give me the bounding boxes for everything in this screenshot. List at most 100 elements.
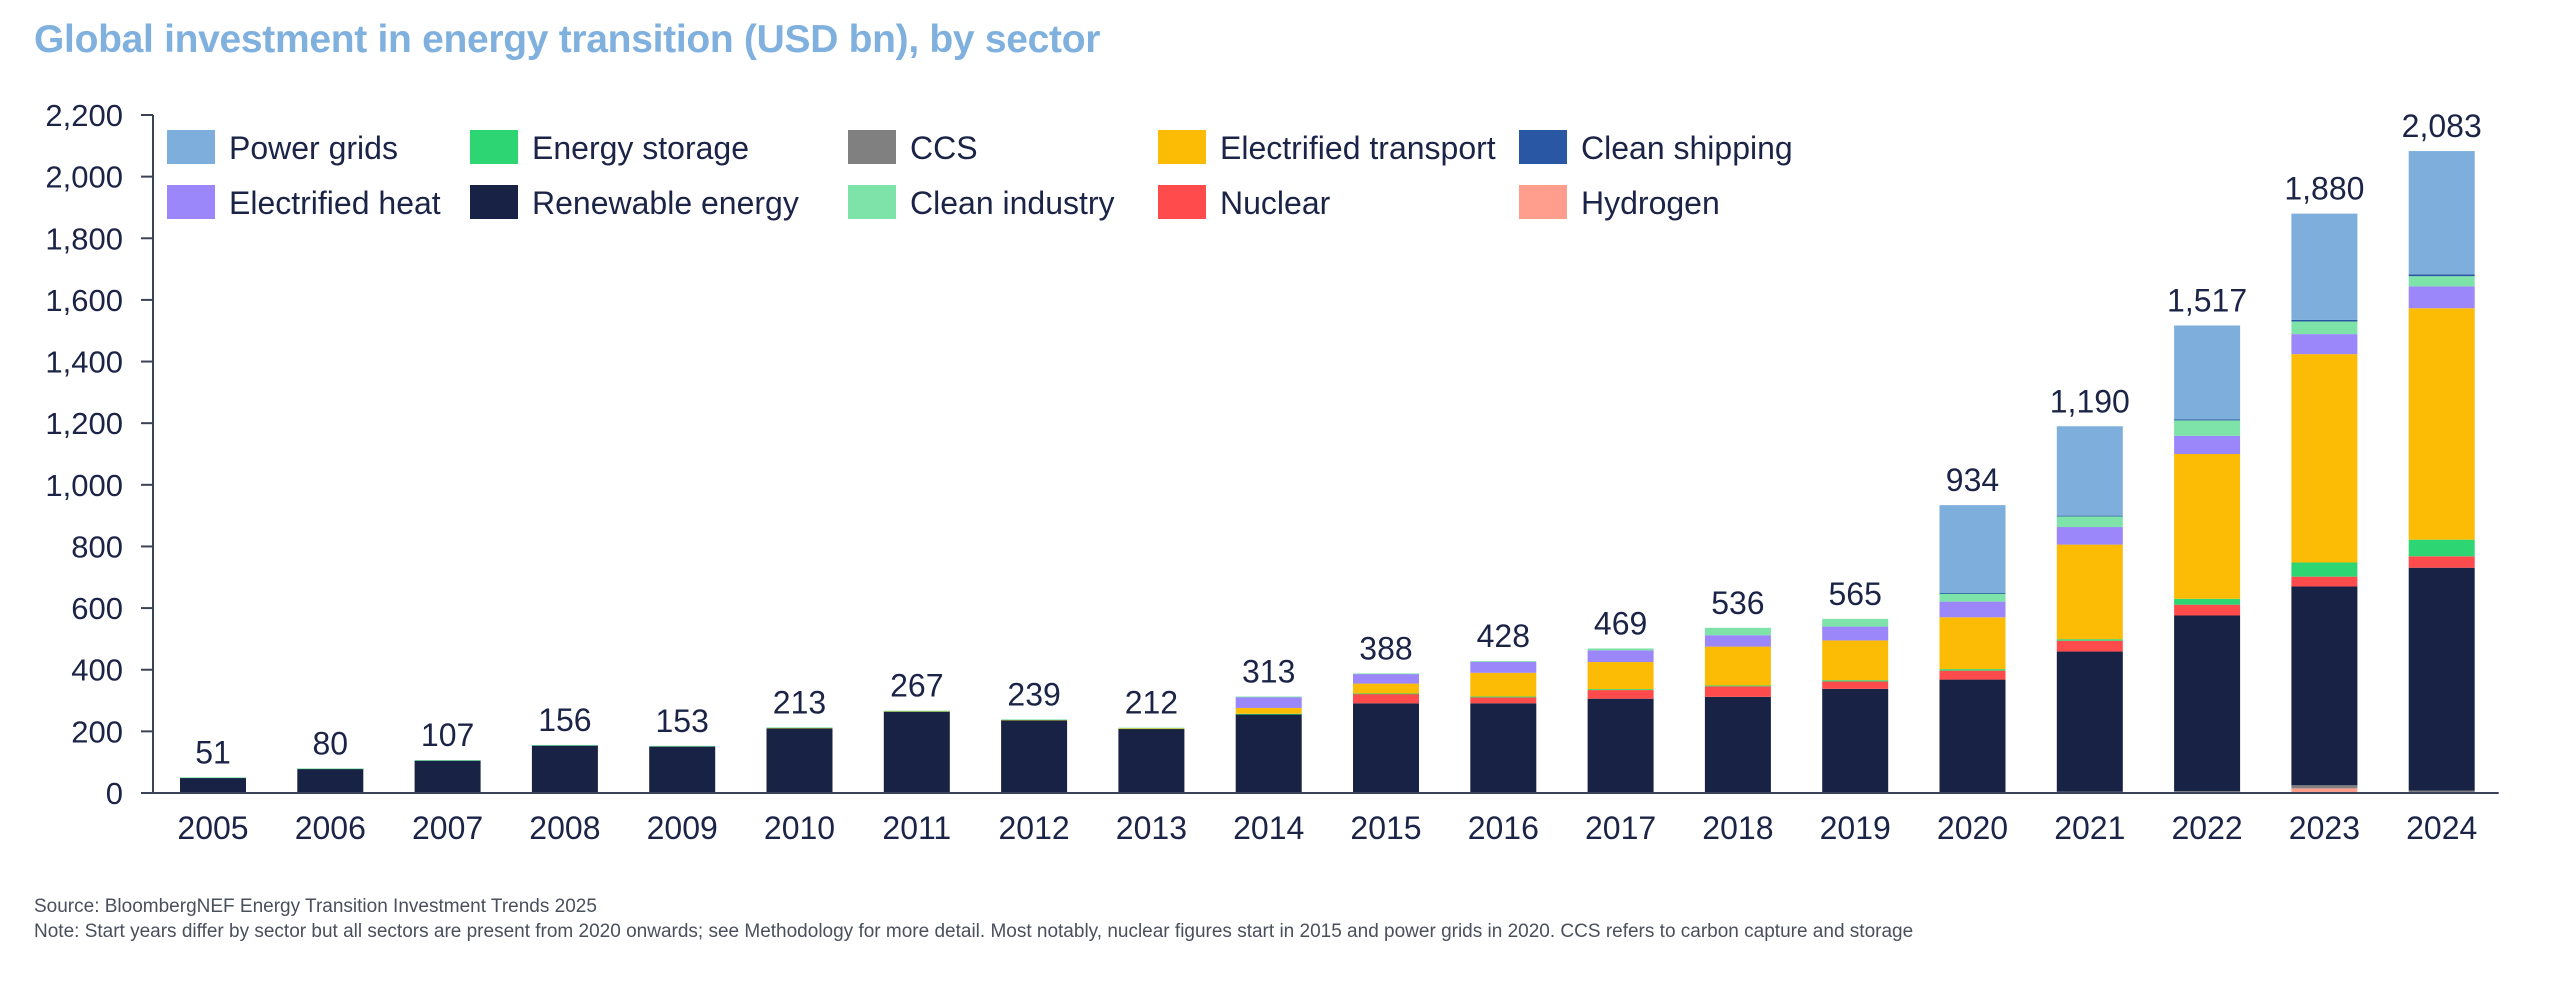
legend-label: CCS <box>910 130 978 166</box>
bar-segment-electrified-transport-2018 <box>1704 646 1771 686</box>
y-tick-label: 1,800 <box>45 221 123 256</box>
x-tick-label-2020: 2020 <box>1937 810 2008 846</box>
bar-segment-power-grids-2020 <box>1939 505 2006 593</box>
total-label-2018: 536 <box>1711 585 1764 621</box>
total-label-2010: 213 <box>773 684 826 720</box>
x-tick-label-2008: 2008 <box>529 810 600 846</box>
bar-segment-electrified-transport-2021 <box>2056 544 2123 640</box>
total-label-2020: 934 <box>1946 462 1999 498</box>
legend-label: Hydrogen <box>1581 185 1720 221</box>
bar-segment-electrified-transport-2024 <box>2408 308 2475 540</box>
bar-segment-electrified-transport-2017 <box>1587 662 1654 690</box>
x-tick-label-2012: 2012 <box>999 810 1070 846</box>
bar-segment-energy-storage-2014 <box>1235 713 1302 715</box>
legend-label: Clean shipping <box>1581 130 1793 166</box>
bar-segment-nuclear-2015 <box>1353 693 1419 704</box>
bar-segment-ccs-2022 <box>2174 791 2241 793</box>
bar-segment-electrified-heat-2017 <box>1587 650 1654 663</box>
total-label-2016: 428 <box>1477 618 1530 654</box>
total-label-2014: 313 <box>1242 654 1295 690</box>
legend-swatch <box>848 130 896 164</box>
bar-segment-energy-storage-2023 <box>2291 562 2358 577</box>
bar-segment-renewable-energy-2007 <box>414 760 481 793</box>
legend-label: Energy storage <box>532 130 749 166</box>
legend-swatch <box>167 185 215 219</box>
bar-segment-electrified-heat-2022 <box>2174 435 2241 454</box>
bar-segment-renewable-energy-2016 <box>1470 703 1537 793</box>
bar-segment-renewable-energy-2009 <box>649 746 716 793</box>
legend-swatch <box>470 185 518 219</box>
bar-segment-electrified-transport-2015 <box>1353 683 1419 694</box>
legend-swatch <box>167 130 215 164</box>
bar-segment-nuclear-2021 <box>2056 640 2123 652</box>
bar-segment-electrified-transport-2013 <box>1118 728 1185 730</box>
bar-segment-nuclear-2024 <box>2408 556 2475 568</box>
legend-item-electrified-transport: Electrified transport <box>1158 130 1496 166</box>
bar-segment-clean-industry-2017 <box>1587 648 1654 651</box>
axes: 0 200 400 600 800 1,000 1,200 1,400 1,600 1,800 2,… <box>45 98 2499 846</box>
x-tick-label-2019: 2019 <box>1820 810 1891 846</box>
legend-swatch <box>470 130 518 164</box>
bar-segment-renewable-energy-2012 <box>1001 719 1068 793</box>
bar-segment-clean-industry-2010 <box>766 727 833 729</box>
legend-label: Renewable energy <box>532 185 799 221</box>
total-label-2013: 212 <box>1125 685 1178 721</box>
bar-segment-nuclear-2017 <box>1587 690 1654 699</box>
bar-segment-clean-industry-2016 <box>1470 661 1537 662</box>
legend-item-energy-storage: Energy storage <box>470 130 749 166</box>
x-tick-label-2021: 2021 <box>2054 810 2125 846</box>
total-label-2022: 1,517 <box>2167 282 2247 318</box>
bars <box>180 151 2475 794</box>
bar-segment-clean-industry-2007 <box>414 760 481 761</box>
bar-segment-nuclear-2019 <box>1822 681 1889 689</box>
bar-segment-electrified-transport-2023 <box>2291 354 2358 563</box>
x-tick-label-2015: 2015 <box>1350 810 1421 846</box>
x-tick-label-2023: 2023 <box>2289 810 2360 846</box>
bar-segment-electrified-transport-2020 <box>1939 617 2006 670</box>
bar-segment-renewable-energy-2020 <box>1939 679 2006 793</box>
bar-segment-energy-storage-2022 <box>2174 598 2241 605</box>
bar-segment-clean-shipping-2024 <box>2408 274 2475 277</box>
legend-item-nuclear: Nuclear <box>1158 185 1331 221</box>
bar-segment-nuclear-2020 <box>1939 670 2006 680</box>
x-tick-label-2010: 2010 <box>764 810 835 846</box>
bar-segment-electrified-heat-2014 <box>1235 697 1302 708</box>
bar-segment-clean-shipping-2020 <box>1939 592 2006 594</box>
legend-swatch <box>1519 130 1567 164</box>
bar-segment-electrified-heat-2021 <box>2056 527 2123 545</box>
bar-segment-electrified-heat-2024 <box>2408 286 2475 309</box>
bar-segment-energy-storage-2017 <box>1587 689 1654 691</box>
bar-segment-clean-shipping-2021 <box>2056 515 2123 517</box>
bar-segment-clean-industry-2020 <box>1939 593 2006 602</box>
bar-segment-electrified-heat-2020 <box>1939 601 2006 618</box>
total-label-2019: 565 <box>1829 576 1882 612</box>
total-label-2008: 156 <box>538 702 591 738</box>
bar-segment-clean-industry-2012 <box>1001 719 1068 721</box>
bar-segment-energy-storage-2016 <box>1470 696 1537 698</box>
total-label-2006: 80 <box>313 725 349 761</box>
bar-segment-renewable-energy-2022 <box>2174 615 2241 792</box>
bar-segment-clean-industry-2009 <box>649 745 716 747</box>
bar-segment-ccs-2024 <box>2408 790 2475 793</box>
bar-segment-clean-industry-2021 <box>2056 516 2123 528</box>
bar-segment-clean-industry-2013 <box>1118 727 1185 729</box>
bar-segment-clean-industry-2018 <box>1704 627 1771 636</box>
x-tick-label-2013: 2013 <box>1116 810 1187 846</box>
legend-item-power-grids: Power grids <box>167 130 398 166</box>
x-tick-label-2014: 2014 <box>1233 810 1304 846</box>
total-label-2011: 267 <box>890 668 943 704</box>
bar-segment-hydrogen-2023 <box>2291 788 2358 793</box>
legend-label: Clean industry <box>910 185 1115 221</box>
bar-segment-power-grids-2021 <box>2056 426 2123 516</box>
bar-segment-nuclear-2018 <box>1704 686 1771 697</box>
bar-segment-electrified-transport-2014 <box>1235 707 1302 714</box>
bar-segment-energy-storage-2021 <box>2056 639 2123 641</box>
total-label-2017: 469 <box>1594 605 1647 641</box>
bar-segment-renewable-energy-2024 <box>2408 567 2475 791</box>
bar-segment-clean-shipping-2022 <box>2174 419 2241 421</box>
bar-segment-clean-industry-2022 <box>2174 420 2241 436</box>
bar-segment-power-grids-2023 <box>2291 213 2358 320</box>
bar-segment-electrified-transport-2019 <box>1822 640 1889 681</box>
y-tick-label: 2,000 <box>45 160 123 195</box>
